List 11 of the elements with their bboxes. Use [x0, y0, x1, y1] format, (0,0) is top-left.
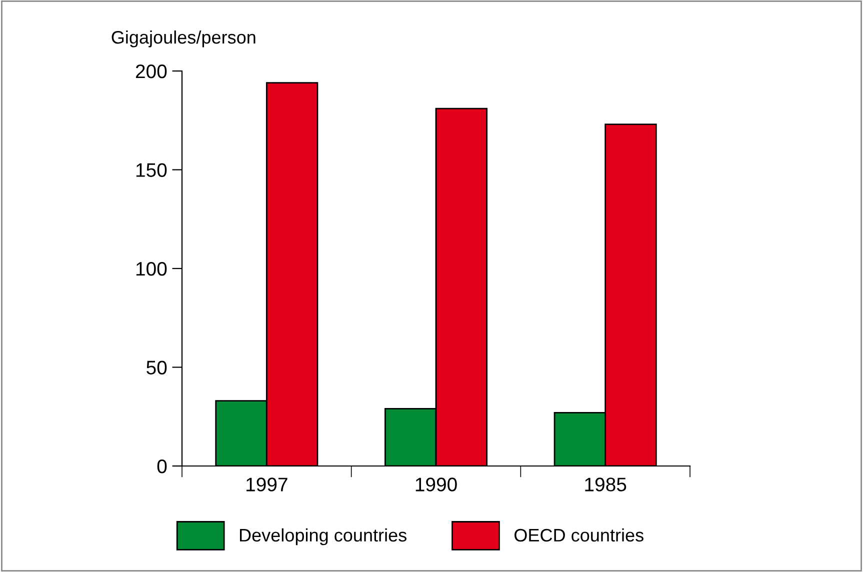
x-tick-label: 1997 [246, 478, 288, 492]
legend-label: OECD countries [514, 528, 644, 542]
y-tick-label: 50 [146, 360, 167, 374]
y-axis-title: Gigajoules/person [112, 30, 256, 48]
x-tick-label: 1985 [585, 478, 626, 492]
y-tick-label: 200 [136, 64, 167, 78]
y-tick-label: 100 [136, 262, 167, 276]
x-tick-label: 1990 [416, 478, 457, 492]
y-tick-label: 150 [136, 163, 167, 177]
y-tick-label: 0 [157, 459, 167, 474]
legend-label: Developing countries [240, 528, 406, 546]
